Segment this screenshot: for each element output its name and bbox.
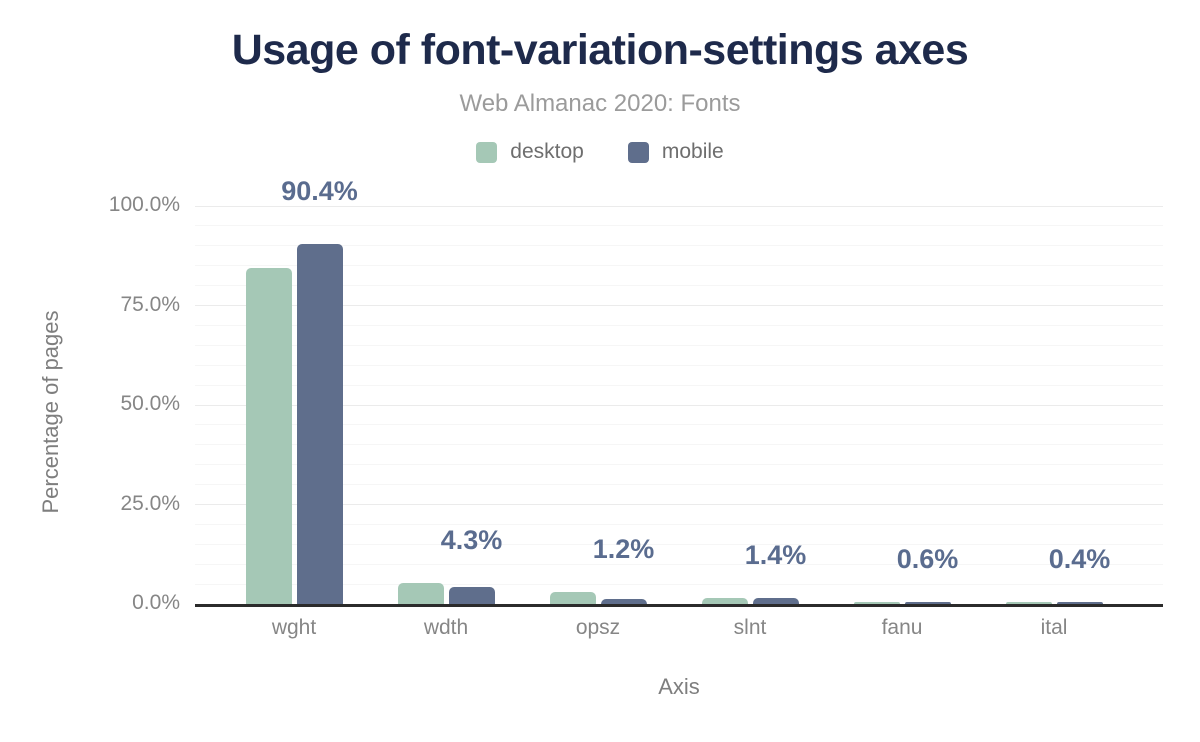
x-tick-label-fanu: fanu: [881, 616, 923, 639]
y-tick-label: 0.0%: [132, 591, 180, 614]
minor-gridline: [195, 543, 1163, 545]
plot-area: [195, 205, 1163, 607]
chart-title: Usage of font-variation-settings axes: [231, 26, 969, 74]
y-tick-label: 100.0%: [108, 193, 180, 216]
bar-ital-mobile: [1056, 602, 1103, 604]
y-tick-label: 75.0%: [120, 292, 180, 316]
legend-label: mobile: [661, 140, 724, 163]
data-label-fanu: 0.6%: [896, 543, 959, 574]
minor-gridline: [195, 384, 1163, 386]
x-axis-title: Axis: [658, 674, 700, 699]
minor-gridline: [195, 444, 1163, 446]
legend-swatch-desktop: [476, 141, 498, 163]
legend-swatch-mobile: [627, 141, 649, 163]
x-tick-label-ital: ital: [1040, 616, 1068, 639]
minor-gridline: [195, 523, 1163, 525]
y-tick-label: 25.0%: [120, 491, 180, 515]
y-tick-label: 50.0%: [120, 392, 180, 415]
bar-opsz-desktop: [549, 592, 596, 604]
x-tick-label-slnt: slnt: [733, 616, 767, 639]
x-tick-label-opsz: opsz: [575, 616, 621, 639]
minor-gridline: [195, 285, 1163, 287]
data-label-slnt: 1.4%: [744, 539, 807, 570]
bar-opsz-mobile: [600, 599, 647, 604]
bar-fanu-mobile: [904, 601, 951, 604]
bar-wdth-desktop: [397, 583, 444, 604]
x-axis-line: [195, 604, 1163, 607]
minor-gridline: [195, 265, 1163, 267]
minor-gridline: [195, 563, 1163, 565]
major-gridline: [195, 504, 1163, 505]
minor-gridline: [195, 225, 1163, 227]
legend-label: desktop: [510, 140, 584, 163]
data-label-ital: 0.4%: [1048, 544, 1111, 574]
minor-gridline: [195, 484, 1163, 486]
major-gridline: [195, 305, 1163, 306]
bar-slnt-mobile: [752, 598, 799, 604]
bar-wght-desktop: [245, 268, 292, 604]
bar-fanu-desktop: [853, 601, 900, 604]
data-label-opsz: 1.2%: [592, 534, 655, 565]
minor-gridline: [195, 364, 1163, 366]
legend: desktop mobile: [0, 140, 1200, 164]
minor-gridline: [195, 464, 1163, 466]
legend-item-desktop: desktop: [476, 140, 584, 164]
x-tick-label-wdth: wdth: [423, 616, 469, 639]
major-gridline: [195, 404, 1163, 406]
bar-ital-desktop: [1005, 602, 1052, 604]
data-label-wght: 90.4%: [281, 176, 358, 207]
minor-gridline: [195, 324, 1163, 326]
minor-gridline: [195, 344, 1163, 346]
bar-wdth-mobile: [448, 586, 495, 604]
x-tick-label-wght: wght: [271, 616, 317, 639]
bar-wght-mobile: [296, 244, 343, 604]
data-label-wdth: 4.3%: [440, 525, 503, 556]
chart-subtitle: Web Almanac 2020: Fonts: [459, 90, 741, 117]
minor-gridline: [195, 245, 1163, 247]
bar-slnt-desktop: [701, 597, 748, 604]
minor-gridline: [195, 424, 1163, 426]
legend-item-mobile: mobile: [627, 140, 724, 164]
major-gridline: [195, 205, 1163, 207]
minor-gridline: [195, 583, 1163, 585]
